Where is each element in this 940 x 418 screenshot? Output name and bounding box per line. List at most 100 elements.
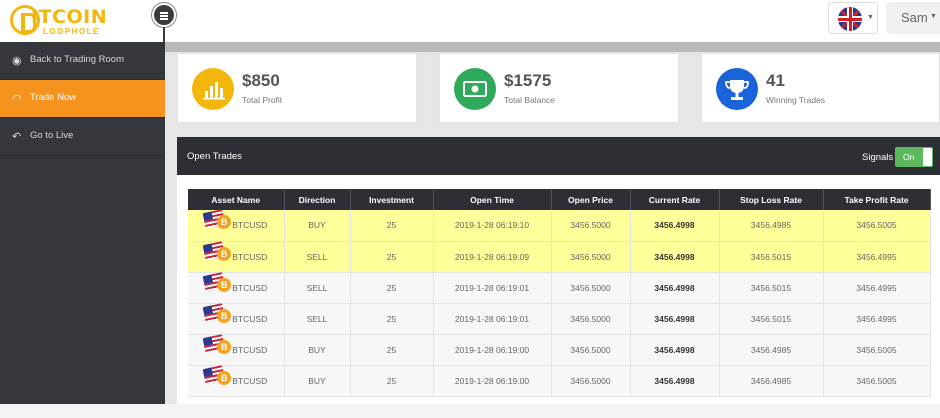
chevron-down-icon: ▼ xyxy=(867,14,874,21)
table-row[interactable]: B BTCUSD BUY 25 2019-1-28 06:19:00 3456.5000 3… xyxy=(188,333,931,366)
user-menu[interactable]: Sam ▼ xyxy=(886,2,940,34)
toggle-knob xyxy=(923,148,932,166)
table-header-row: Asset Name Direction Investment Open Tim… xyxy=(188,189,931,210)
brand-title: ITCOIN xyxy=(31,6,108,28)
bitcoin-icon: B xyxy=(217,246,232,261)
direction-cell: SELL xyxy=(284,303,351,335)
table-row[interactable]: B BTCUSD BUY 25 2019-1-28 06:19:00 3456.5000 3… xyxy=(188,364,931,397)
asset-cell: B BTCUSD xyxy=(188,302,285,335)
open-trades-header: Open Trades Signals On xyxy=(177,137,940,175)
toggle-stem xyxy=(163,27,165,42)
stop-loss-cell: 3456.4985 xyxy=(719,334,824,366)
column-header[interactable]: Stop Loss Rate xyxy=(719,189,824,210)
asset-label: BTCUSD xyxy=(232,220,268,231)
asset-name: B BTCUSD xyxy=(202,240,268,262)
investment-cell: 25 xyxy=(350,272,434,304)
open-time-cell: 2019-1-28 06:19:00 xyxy=(433,365,552,397)
stop-loss-cell: 3456.4985 xyxy=(719,365,824,397)
direction-cell: BUY xyxy=(284,365,351,397)
bitcoin-coin-icon xyxy=(10,5,40,35)
dashboard-icon: ◉ xyxy=(12,55,22,67)
current-rate-cell: 3456.4998 xyxy=(630,365,720,397)
open-price-cell: 3456.5000 xyxy=(551,334,631,366)
total-profit-value: $850 xyxy=(242,71,280,90)
take-profit-cell: 3456.4995 xyxy=(823,241,931,273)
open-price-cell: 3456.5000 xyxy=(551,303,631,335)
take-profit-cell: 3456.4995 xyxy=(823,303,931,335)
sidebar-item-label: Go to Live xyxy=(30,130,74,141)
open-price-cell: 3456.5000 xyxy=(551,241,631,273)
investment-cell: 25 xyxy=(350,210,434,242)
take-profit-cell: 3456.5005 xyxy=(823,365,931,397)
asset-name: B BTCUSD xyxy=(202,302,268,324)
table-row[interactable]: B BTCUSD SELL 25 2019-1-28 06:19:01 3456.5000… xyxy=(188,271,931,304)
main-top-strip xyxy=(165,42,940,52)
take-profit-cell: 3456.4995 xyxy=(823,272,931,304)
winning-trades-label: Winning Trades xyxy=(766,95,826,105)
asset-cell: B BTCUSD xyxy=(188,209,285,242)
sidebar-item-go-to-live[interactable]: ↶ Go to Live xyxy=(0,118,165,156)
investment-cell: 25 xyxy=(350,334,434,366)
column-header[interactable]: Open Time xyxy=(433,189,552,210)
asset-name: B BTCUSD xyxy=(202,364,268,386)
signals-state: On xyxy=(903,152,915,162)
winning-trades-value: 41 xyxy=(766,71,785,90)
asset-label: BTCUSD xyxy=(232,375,268,386)
sidebar-item-back-to-trading-room[interactable]: ◉ Back to Trading Room xyxy=(0,42,165,80)
table-row[interactable]: B BTCUSD SELL 25 2019-1-28 06:19:01 3456.5000… xyxy=(188,302,931,335)
open-time-cell: 2019-1-28 06:19:01 xyxy=(433,303,552,335)
asset-label: BTCUSD xyxy=(232,251,268,262)
total-balance-value: $1575 xyxy=(504,71,552,90)
table-row[interactable]: B BTCUSD BUY 25 2019-1-28 06:19:10 3456.5000 3… xyxy=(188,209,931,242)
bitcoin-icon: B xyxy=(217,277,232,292)
open-price-cell: 3456.5000 xyxy=(551,210,631,242)
current-rate-cell: 3456.4998 xyxy=(630,241,720,273)
stop-loss-cell: 3456.5015 xyxy=(719,241,824,273)
stat-card-winning-trades: 41 Winning Trades xyxy=(701,53,940,123)
column-header[interactable]: Take Profit Rate xyxy=(823,189,931,210)
hamburger-icon xyxy=(160,12,168,14)
asset-cell: B BTCUSD xyxy=(188,333,285,366)
column-header[interactable]: Open Price xyxy=(551,189,631,210)
asset-cell: B BTCUSD xyxy=(188,364,285,397)
menu-toggle-button[interactable] xyxy=(152,3,176,27)
stat-card-total-profit: $850 Total Profit xyxy=(177,53,417,123)
column-header[interactable]: Investment xyxy=(350,189,434,210)
open-trades-panel: Open Trades Signals On Asset Name Direct… xyxy=(177,137,940,404)
sidebar: ◉ Back to Trading Room ◠ Trade Now ↶ Go … xyxy=(0,42,165,418)
take-profit-cell: 3456.5005 xyxy=(823,334,931,366)
open-price-cell: 3456.5000 xyxy=(551,365,631,397)
column-header[interactable]: Direction xyxy=(284,189,351,210)
sidebar-item-trade-now[interactable]: ◠ Trade Now xyxy=(0,80,165,118)
stop-loss-cell: 3456.5015 xyxy=(719,303,824,335)
column-header[interactable]: Current Rate xyxy=(630,189,720,210)
user-name: Sam xyxy=(901,10,928,25)
current-rate-cell: 3456.4998 xyxy=(630,210,720,242)
total-profit-label: Total Profit xyxy=(242,95,283,105)
take-profit-cell: 3456.5005 xyxy=(823,210,931,242)
language-selector[interactable]: ▼ xyxy=(828,2,878,34)
bitcoin-icon: B xyxy=(217,370,232,385)
sidebar-item-label: Back to Trading Room xyxy=(30,54,124,65)
current-rate-cell: 3456.4998 xyxy=(630,303,720,335)
open-time-cell: 2019-1-28 06:19:10 xyxy=(433,210,552,242)
brand-logo[interactable]: ITCOIN LOOPHOLE xyxy=(10,2,130,40)
chevron-down-icon: ▼ xyxy=(930,13,937,20)
stat-card-total-balance: $1575 Total Balance xyxy=(439,53,679,123)
signals-toggle[interactable]: On xyxy=(895,147,933,167)
asset-label: BTCUSD xyxy=(232,313,268,324)
bitcoin-icon: B xyxy=(217,215,232,230)
open-trades-table: Asset Name Direction Investment Open Tim… xyxy=(188,189,931,397)
back-arrow-icon: ↶ xyxy=(12,131,22,143)
asset-cell: B BTCUSD xyxy=(188,240,285,273)
footer-strip xyxy=(0,404,940,418)
asset-label: BTCUSD xyxy=(232,282,268,293)
column-header[interactable]: Asset Name xyxy=(188,189,285,210)
investment-cell: 25 xyxy=(350,241,434,273)
direction-cell: BUY xyxy=(284,210,351,242)
open-time-cell: 2019-1-28 06:19:01 xyxy=(433,272,552,304)
wifi-icon: ◠ xyxy=(12,93,22,105)
table-row[interactable]: B BTCUSD SELL 25 2019-1-28 06:19:09 3456.5000… xyxy=(188,240,931,273)
asset-name: B BTCUSD xyxy=(202,209,268,231)
total-balance-label: Total Balance xyxy=(504,95,556,105)
